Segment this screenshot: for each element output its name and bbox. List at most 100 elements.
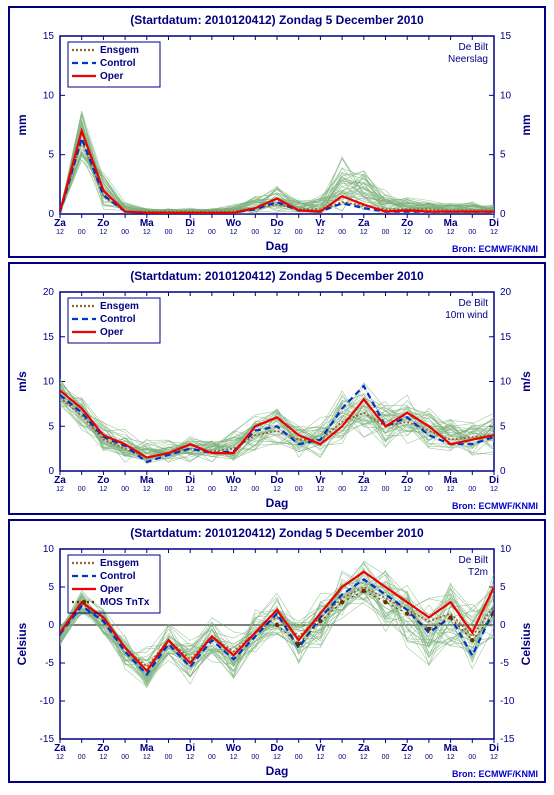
ytick-label: 5 (48, 421, 54, 432)
xtick-minor: 12 (186, 486, 194, 493)
xtick-minor: 00 (382, 754, 390, 761)
ytick-label: -5 (45, 658, 54, 669)
xtick-minor: 12 (317, 754, 325, 761)
xtick-major: Vr (315, 218, 325, 229)
xtick-minor: 00 (78, 486, 86, 493)
source-label: Bron: ECMWF/KNMI (452, 501, 538, 511)
ytick-label: 20 (43, 287, 55, 298)
xtick-minor: 00 (251, 229, 259, 236)
xtick-minor: 00 (295, 754, 303, 761)
xtick-major: Zo (401, 475, 413, 486)
xtick-major: Ma (444, 218, 458, 229)
xtick-major: Do (270, 475, 283, 486)
xtick-major: Ma (444, 743, 458, 754)
ylabel: m/s (15, 371, 29, 392)
xtick-major: Di (489, 475, 499, 486)
legend-label: Control (100, 571, 136, 582)
ylabel-right: mm (519, 114, 533, 135)
xtick-minor: 12 (143, 754, 151, 761)
xtick-minor: 12 (317, 229, 325, 236)
xtick-minor: 00 (468, 486, 476, 493)
xtick-minor: 12 (447, 486, 455, 493)
ylabel-right: m/s (519, 371, 533, 392)
source-label: Bron: ECMWF/KNMI (452, 769, 538, 779)
xtick-minor: 00 (78, 754, 86, 761)
xtick-minor: 00 (425, 486, 433, 493)
ytick-label: 0 (500, 209, 506, 220)
xtick-minor: 12 (230, 229, 238, 236)
xtick-major: Za (358, 218, 370, 229)
xtick-minor: 00 (78, 229, 86, 236)
xtick-minor: 12 (360, 229, 368, 236)
xtick-minor: 12 (273, 229, 281, 236)
xtick-minor: 00 (165, 229, 173, 236)
xtick-major: Za (54, 475, 66, 486)
xtick-minor: 12 (403, 754, 411, 761)
xtick-major: Zo (97, 218, 109, 229)
legend-label: Ensgem (100, 558, 139, 569)
xtick-major: Zo (97, 743, 109, 754)
xtick-major: Zo (401, 743, 413, 754)
xtick-major: Za (54, 218, 66, 229)
xtick-minor: 00 (295, 486, 303, 493)
xtick-major: Do (270, 743, 283, 754)
ytick-label: 5 (500, 421, 506, 432)
xtick-minor: 12 (403, 486, 411, 493)
chart-panel-wind: (Startdatum: 2010120412) Zondag 5 Decemb… (8, 262, 546, 515)
legend-label: Oper (100, 327, 123, 338)
xtick-major: Wo (226, 743, 241, 754)
xtick-minor: 12 (360, 486, 368, 493)
ytick-label: -15 (40, 734, 55, 745)
chart-title: (Startdatum: 2010120412) Zondag 5 Decemb… (130, 13, 424, 27)
ylabel: Celsius (15, 622, 29, 665)
xtick-minor: 12 (56, 486, 64, 493)
location-label: De Bilt (459, 298, 489, 309)
xtick-major: Ma (140, 218, 154, 229)
xtick-major: Wo (226, 475, 241, 486)
ytick-label: 15 (500, 332, 512, 343)
xtick-minor: 12 (100, 754, 108, 761)
ytick-label: 10 (500, 377, 512, 388)
ytick-label: 10 (43, 544, 55, 555)
xtick-minor: 12 (490, 229, 498, 236)
xtick-minor: 12 (186, 229, 194, 236)
chart-panel-temp: (Startdatum: 2010120412) Zondag 5 Decemb… (8, 519, 546, 783)
xtick-major: Di (185, 218, 195, 229)
xtick-minor: 00 (425, 229, 433, 236)
variable-label: Neerslag (448, 54, 488, 65)
ytick-label: 5 (48, 582, 54, 593)
xtick-minor: 12 (273, 754, 281, 761)
ytick-label: 5 (500, 582, 506, 593)
ytick-label: 0 (48, 620, 54, 631)
xtick-minor: 00 (208, 229, 216, 236)
xtick-major: Di (489, 743, 499, 754)
xtick-major: Zo (97, 475, 109, 486)
ytick-label: 15 (500, 31, 512, 42)
ytick-label: 0 (500, 620, 506, 631)
xtick-major: Za (358, 475, 370, 486)
xtick-minor: 12 (143, 229, 151, 236)
xtick-minor: 00 (295, 229, 303, 236)
xtick-major: Za (54, 743, 66, 754)
xtick-minor: 00 (338, 229, 346, 236)
xtick-minor: 12 (100, 486, 108, 493)
ytick-label: 5 (48, 150, 54, 161)
xtick-minor: 00 (338, 486, 346, 493)
xtick-minor: 00 (338, 754, 346, 761)
xtick-major: Wo (226, 218, 241, 229)
location-label: De Bilt (459, 555, 489, 566)
xtick-minor: 12 (186, 754, 194, 761)
xtick-major: Vr (315, 475, 325, 486)
xtick-major: Di (489, 218, 499, 229)
source-label: Bron: ECMWF/KNMI (452, 244, 538, 254)
ytick-label: 10 (500, 90, 512, 101)
xtick-major: Ma (140, 743, 154, 754)
ytick-label: 5 (500, 150, 506, 161)
ytick-label: 20 (500, 287, 512, 298)
xtick-major: Di (185, 475, 195, 486)
ylabel: mm (15, 114, 29, 135)
xtick-major: Ma (444, 475, 458, 486)
xtick-minor: 00 (121, 486, 129, 493)
ytick-label: 10 (500, 544, 512, 555)
xtick-minor: 12 (143, 486, 151, 493)
